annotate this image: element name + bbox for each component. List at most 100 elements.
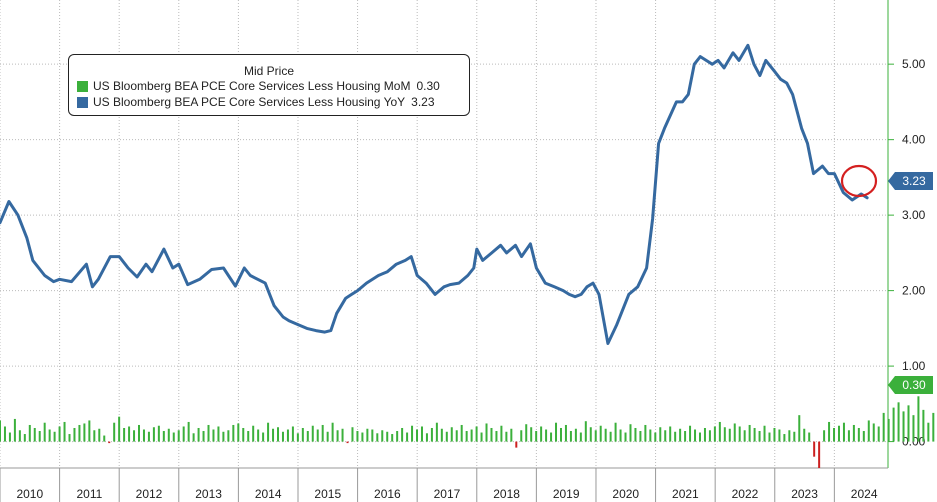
mom-bar <box>634 427 637 442</box>
legend-swatch-yoy <box>77 96 88 108</box>
mom-bar <box>897 402 900 442</box>
mom-bar <box>118 416 121 442</box>
mom-bar <box>217 426 220 442</box>
y-tick-label: 3.00 <box>902 208 926 222</box>
mom-bars <box>0 396 935 468</box>
mom-bar <box>515 441 518 448</box>
mom-bar <box>778 429 781 442</box>
mom-bar <box>152 427 155 442</box>
mom-bar <box>614 422 617 442</box>
y-tick-label: 1.00 <box>902 359 926 373</box>
mom-bar <box>53 431 56 442</box>
mom-bar <box>187 421 190 442</box>
mom-bar <box>559 427 562 442</box>
mom-bar <box>589 427 592 442</box>
mom-bar <box>837 425 840 442</box>
mom-bar <box>123 427 126 442</box>
mom-bar <box>401 427 404 442</box>
x-axis-ticks: 2010 2011 2012 2013 2014 2015 2016 2017 2018 2019… <box>0 468 878 502</box>
mom-bar <box>708 430 711 442</box>
mom-bar <box>172 432 175 442</box>
mom-bar <box>579 432 582 442</box>
x-tick-label: 2019 <box>553 487 580 501</box>
mom-bar <box>892 407 895 442</box>
mom-bar <box>232 424 235 442</box>
x-tick-label: 2018 <box>493 487 520 501</box>
mom-bar <box>197 427 200 442</box>
mom-bar <box>192 433 195 442</box>
mom-bar <box>68 434 71 442</box>
mom-bar <box>922 409 925 442</box>
mom-bar <box>277 427 280 442</box>
mom-bar <box>138 424 141 442</box>
mom-bar <box>569 431 572 442</box>
mom-bar <box>798 415 801 442</box>
mom-bar <box>505 431 508 442</box>
mom-bar <box>584 421 587 442</box>
mom-bar <box>257 429 260 442</box>
mom-bar <box>803 428 806 442</box>
mom-last-value-tag: 0.30 <box>888 376 933 394</box>
mom-bar <box>356 431 359 442</box>
mom-bar <box>281 431 284 442</box>
mom-bar <box>13 418 16 442</box>
mom-bar <box>703 427 706 442</box>
mom-bar <box>713 426 716 442</box>
mom-bar <box>351 427 354 442</box>
legend-label-yoy: US Bloomberg BEA PCE Core Services Less … <box>93 95 406 109</box>
mom-bar <box>147 431 150 442</box>
mom-bar <box>381 430 384 442</box>
x-tick-label: 2014 <box>255 487 282 501</box>
mom-bar <box>63 421 66 442</box>
mom-bar <box>545 429 548 442</box>
legend-swatch-mom <box>77 80 88 92</box>
mom-bar <box>649 429 652 442</box>
mom-bar <box>862 431 865 442</box>
x-tick-label: 2013 <box>195 487 222 501</box>
y-tick-label: 2.00 <box>902 284 926 298</box>
mom-bar <box>272 428 275 442</box>
mom-bar <box>540 426 543 442</box>
mom-bar <box>465 431 468 442</box>
mom-bar <box>659 427 662 442</box>
mom-bar <box>927 422 930 442</box>
mom-bar <box>128 426 131 442</box>
mom-bar <box>763 425 766 442</box>
mom-bar <box>425 433 428 442</box>
mom-bar <box>485 423 488 442</box>
x-tick-label: 2016 <box>374 487 401 501</box>
mom-bar <box>58 426 61 442</box>
mom-bar <box>78 424 81 442</box>
mom-bar <box>679 428 682 442</box>
mom-bar <box>361 432 364 442</box>
mom-bar <box>564 424 567 442</box>
mom-bar <box>818 441 821 468</box>
mom-bar <box>326 431 329 442</box>
mom-bar <box>108 441 111 444</box>
x-tick-label: 2020 <box>612 487 639 501</box>
mom-bar <box>525 424 528 442</box>
mom-bar <box>629 424 632 442</box>
mom-bar <box>341 428 344 442</box>
mom-bar <box>336 430 339 442</box>
x-tick-label: 2010 <box>16 487 43 501</box>
mom-bar <box>510 428 513 442</box>
mom-bar <box>33 427 36 442</box>
mom-bar <box>346 441 349 444</box>
mom-bar <box>500 425 503 442</box>
mom-bar <box>396 431 399 442</box>
mom-bar <box>286 429 289 442</box>
mom-bar <box>177 430 180 442</box>
mom-bar <box>222 431 225 442</box>
legend-entry-yoy: US Bloomberg BEA PCE Core Services Less … <box>69 94 469 110</box>
y-tick-label: 5.00 <box>902 57 926 71</box>
mom-bar <box>227 430 230 442</box>
mom-bar <box>694 429 697 442</box>
mom-bar <box>73 427 76 442</box>
mom-bar <box>847 430 850 442</box>
mom-bar <box>644 424 647 442</box>
mom-bar <box>728 428 731 442</box>
mom-bar <box>455 430 458 442</box>
mom-bar <box>555 422 558 442</box>
mom-bar <box>669 426 672 442</box>
